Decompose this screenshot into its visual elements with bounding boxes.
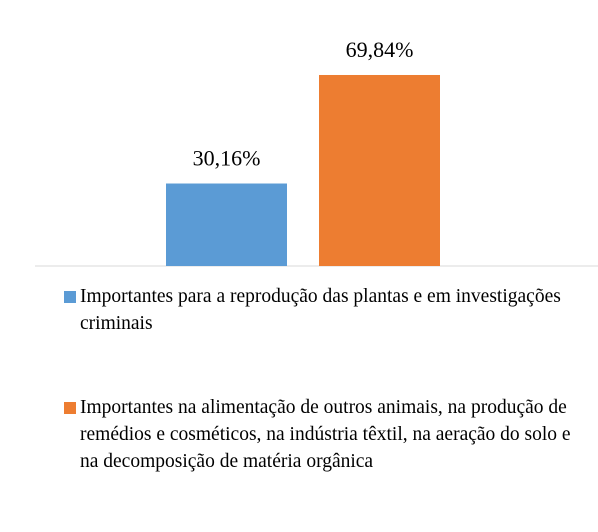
- legend-item: Importantes para a reprodução das planta…: [62, 283, 582, 337]
- page: 30,16% 69,84% Importantes para a reproduç…: [35, 36, 598, 472]
- legend-swatch: [64, 402, 76, 414]
- bar: [166, 183, 287, 266]
- legend-item: Importantes na alimentação de outros ani…: [62, 394, 582, 475]
- data-label: 30,16%: [193, 146, 261, 171]
- bar: [319, 74, 440, 266]
- data-label: 69,84%: [346, 37, 414, 62]
- legend-label: Importantes na alimentação de outros ani…: [80, 397, 571, 472]
- legend-swatch: [64, 291, 76, 303]
- legend-label: Importantes para a reprodução das planta…: [80, 286, 561, 334]
- legend: Importantes para a reprodução das planta…: [62, 283, 582, 532]
- chart: 30,16% 69,84%: [35, 37, 598, 267]
